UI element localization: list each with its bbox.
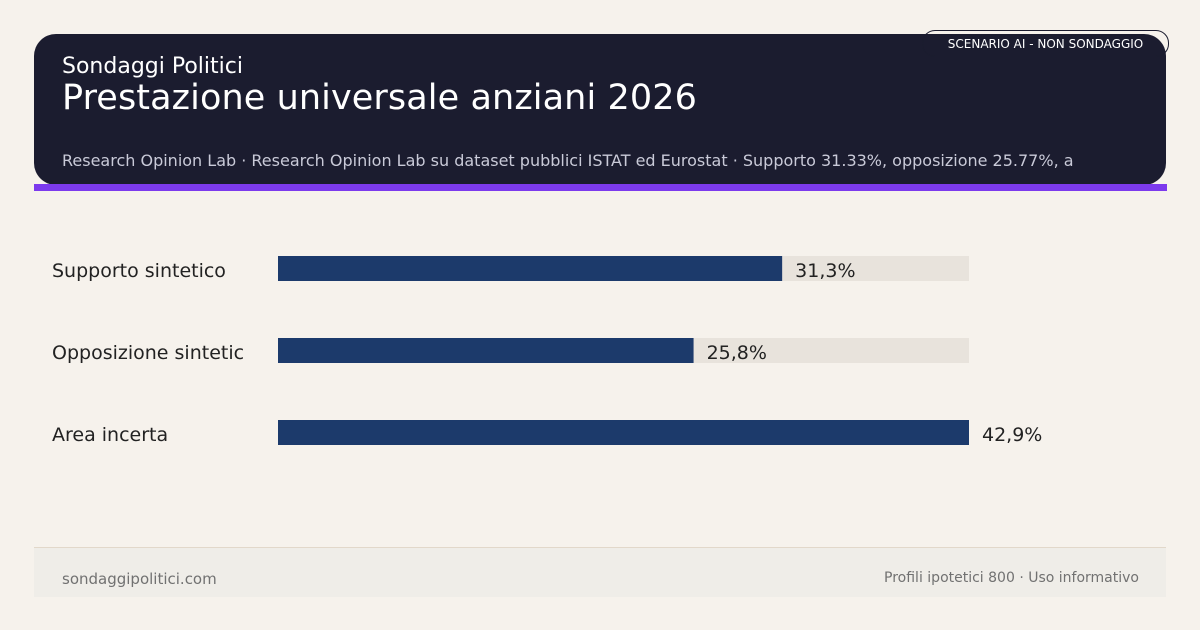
bar <box>278 256 783 281</box>
category-label: Area incerta <box>52 424 168 446</box>
header-banner: Sondaggi Politici Prestazione universale… <box>34 34 1166 185</box>
site-name: Sondaggi Politici <box>62 54 243 79</box>
category-label: Supporto sintetico <box>52 260 226 282</box>
category-label: Opposizione sintetic <box>52 342 244 364</box>
footer-site-link[interactable]: sondaggipolitici.com <box>62 570 217 588</box>
page-title: Prestazione universale anziani 2026 <box>62 78 697 118</box>
bar <box>278 338 694 363</box>
source-line: Research Opinion Lab · Research Opinion … <box>62 151 1074 170</box>
accent-divider <box>34 184 1167 191</box>
footer: sondaggipolitici.com Profili ipotetici 8… <box>34 547 1166 597</box>
bar <box>278 420 969 445</box>
scenario-badge: SCENARIO AI - NON SONDAGGIO <box>922 30 1169 57</box>
footer-note: Profili ipotetici 800 · Uso informativo <box>884 570 1139 586</box>
value-label: 25,8% <box>707 342 767 364</box>
value-label: 31,3% <box>795 260 855 282</box>
value-label: 42,9% <box>982 424 1042 446</box>
